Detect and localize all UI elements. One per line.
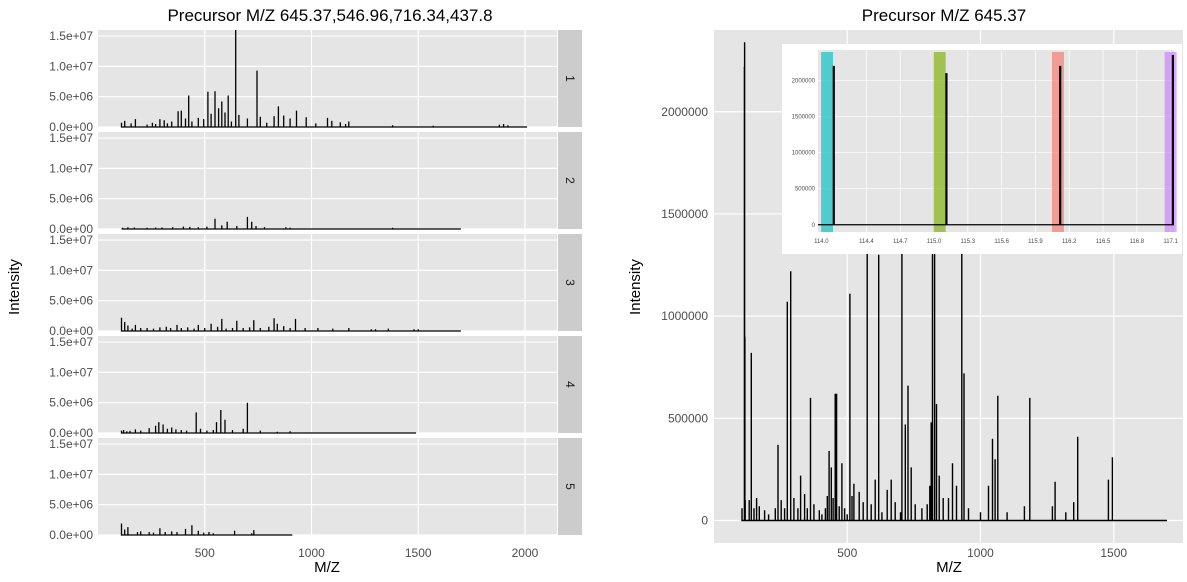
y-tick-label: 0.0e+00 bbox=[49, 120, 93, 134]
right-y-axis-title: Intensity bbox=[627, 259, 644, 315]
left-chart-title: Precursor M/Z 645.37,546.96,716.34,437.8 bbox=[167, 6, 492, 25]
x-tick-label: 500 bbox=[195, 546, 215, 560]
inset-x-tick-label: 117.1 bbox=[1163, 239, 1178, 245]
facet-background bbox=[98, 30, 557, 127]
y-tick-label: 1.0e+07 bbox=[49, 161, 93, 175]
y-tick-label: 1.5e+07 bbox=[49, 437, 93, 451]
facet-label: 3 bbox=[563, 279, 577, 286]
y-tick-label: 1500000 bbox=[661, 207, 708, 221]
left-facets: 0.0e+00 5.0e+06 1.0e+07 1.5e+07 1 0.0e+00 5.0e… bbox=[49, 29, 582, 542]
facet-strip bbox=[558, 30, 582, 127]
reporter-band bbox=[821, 52, 834, 232]
inset-x-tick-label: 114.4 bbox=[859, 239, 874, 245]
facet-panel-2: 0.0e+00 5.0e+06 1.0e+07 1.5e+07 2 bbox=[49, 131, 582, 236]
facet-panel-3: 0.0e+00 5.0e+06 1.0e+07 1.5e+07 3 bbox=[49, 233, 582, 338]
y-tick-label: 500000 bbox=[668, 411, 708, 425]
spectrum-line bbox=[121, 216, 461, 230]
inset-y-tick-label: 1000000 bbox=[792, 151, 816, 157]
facet-panel-4: 0.0e+00 5.0e+06 1.0e+07 1.5e+07 4 bbox=[49, 335, 582, 440]
inset-x-tick-label: 116.8 bbox=[1130, 239, 1145, 245]
y-tick-label: 1.0e+07 bbox=[49, 365, 93, 379]
spectrum-line bbox=[120, 402, 417, 434]
right-x-axis: 500 1000 1500 bbox=[837, 546, 1127, 560]
spectrum-line bbox=[120, 317, 461, 332]
y-tick-label: 0.0e+00 bbox=[49, 528, 93, 542]
reporter-band bbox=[933, 52, 946, 232]
facet-background bbox=[98, 336, 557, 433]
y-tick-label: 5.0e+06 bbox=[49, 294, 93, 308]
y-tick-label: 0 bbox=[701, 514, 708, 528]
right-chart-title: Precursor M/Z 645.37 bbox=[862, 6, 1026, 25]
facet-strip bbox=[558, 336, 582, 433]
y-tick-label: 5.0e+06 bbox=[49, 90, 93, 104]
inset-x-tick-label: 116.2 bbox=[1062, 239, 1077, 245]
x-tick-label: 500 bbox=[837, 546, 857, 560]
left-y-axis-title: Intensity bbox=[6, 259, 23, 315]
y-tick-label: 5.0e+06 bbox=[49, 192, 93, 206]
inset-y-axis: 0 500000 1000000 1500000 2000000 bbox=[792, 78, 816, 228]
x-tick-label: 1000 bbox=[298, 546, 325, 560]
x-tick-label: 1000 bbox=[967, 546, 994, 560]
inset-x-tick-label: 114.7 bbox=[893, 239, 908, 245]
y-tick-label: 2000000 bbox=[661, 105, 708, 119]
y-tick-label: 1000000 bbox=[661, 309, 708, 323]
y-tick-label: 1.5e+07 bbox=[49, 131, 93, 145]
inset-y-tick-label: 0 bbox=[812, 223, 816, 229]
inset-x-tick-label: 116.5 bbox=[1096, 239, 1111, 245]
y-tick-label: 0.0e+00 bbox=[49, 222, 93, 236]
facet-panel-1: 0.0e+00 5.0e+06 1.0e+07 1.5e+07 1 bbox=[49, 29, 582, 134]
y-tick-label: 0.0e+00 bbox=[49, 324, 93, 338]
facet-label: 5 bbox=[563, 483, 577, 490]
left-x-axis-title: M/Z bbox=[314, 559, 340, 576]
inset-plot-background bbox=[818, 50, 1174, 232]
spectrum-line bbox=[741, 42, 1167, 522]
y-tick-label: 1.0e+07 bbox=[49, 467, 93, 481]
y-tick-label: 0.0e+00 bbox=[49, 426, 93, 440]
inset-x-tick-label: 114.0 bbox=[814, 239, 829, 245]
left-x-axis: 500 1000 1500 2000 bbox=[195, 546, 539, 560]
facet-background bbox=[98, 234, 557, 331]
facet-strip bbox=[558, 234, 582, 331]
facet-label: 1 bbox=[563, 75, 577, 82]
inset-x-tick-label: 115.0 bbox=[927, 239, 942, 245]
inset-spectrum bbox=[818, 55, 1174, 226]
facet-background bbox=[98, 438, 557, 535]
y-tick-label: 1.5e+07 bbox=[49, 335, 93, 349]
right-y-axis: 0 500000 1000000 1500000 2000000 bbox=[661, 105, 708, 528]
spectrum-line bbox=[120, 523, 293, 536]
facet-label: 2 bbox=[563, 177, 577, 184]
right-x-axis-title: M/Z bbox=[936, 559, 962, 576]
right-chart: Precursor M/Z 645.37 0500000100000015000… bbox=[627, 6, 1183, 576]
inset-x-axis: 114.0 114.4 114.7 115.0 115.3 115.6 115.9 116.2… bbox=[814, 239, 1178, 245]
inset-x-tick-label: 115.6 bbox=[994, 239, 1009, 245]
reporter-band bbox=[1051, 52, 1064, 232]
inset-y-tick-label: 2000000 bbox=[792, 78, 816, 84]
x-tick-label: 1500 bbox=[1100, 546, 1127, 560]
inset-x-tick-label: 115.3 bbox=[961, 239, 976, 245]
right-spectrum bbox=[741, 42, 1167, 522]
inset-y-tick-label: 1500000 bbox=[792, 114, 816, 120]
y-tick-label: 1.5e+07 bbox=[49, 233, 93, 247]
facet-background bbox=[98, 132, 557, 229]
facet-strip bbox=[558, 438, 582, 535]
facet-panel-5: 0.0e+00 5.0e+06 1.0e+07 1.5e+07 5 bbox=[49, 437, 582, 542]
inset-x-tick-label: 115.9 bbox=[1028, 239, 1043, 245]
x-tick-label: 1500 bbox=[405, 546, 432, 560]
y-tick-label: 5.0e+06 bbox=[49, 396, 93, 410]
spectrum-line bbox=[120, 30, 528, 128]
y-tick-label: 5.0e+06 bbox=[49, 498, 93, 512]
x-tick-label: 2000 bbox=[512, 546, 539, 560]
left-chart: Precursor M/Z 645.37,546.96,716.34,437.8… bbox=[6, 6, 582, 576]
reporter-band bbox=[1164, 52, 1177, 232]
y-tick-label: 1.0e+07 bbox=[49, 263, 93, 277]
facet-label: 4 bbox=[563, 381, 577, 388]
y-tick-label: 1.5e+07 bbox=[49, 29, 93, 43]
facet-strip bbox=[558, 132, 582, 229]
inset-y-tick-label: 500000 bbox=[795, 187, 816, 193]
y-tick-label: 1.0e+07 bbox=[49, 59, 93, 73]
